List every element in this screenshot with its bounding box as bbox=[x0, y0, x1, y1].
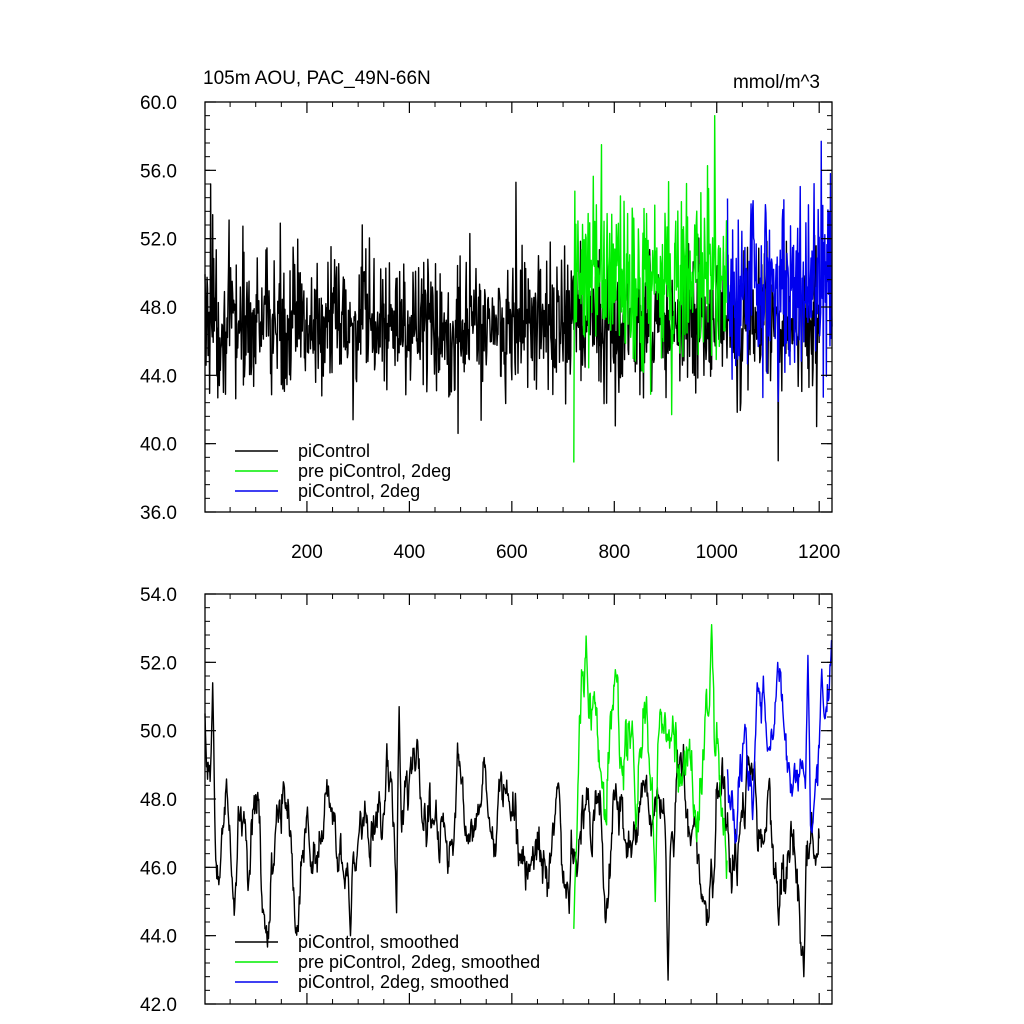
top-x-tick-label: 1000 bbox=[696, 542, 738, 563]
top-y-tick-label: 52.0 bbox=[140, 230, 177, 251]
bottom-series-line-2 bbox=[726, 639, 833, 844]
top-axes: 200 400 600 800 1000 1200 36.0 40.0 44.0 48.0 52.0… bbox=[140, 93, 840, 563]
bottom-y-tick-label: 52.0 bbox=[140, 653, 177, 674]
top-x-tick-label: 600 bbox=[496, 542, 528, 563]
bottom-chart: 42.0 44.0 46.0 48.0 50.0 52.0 54.0 piControl, … bbox=[140, 585, 833, 1016]
top-chart-units: mmol/m^3 bbox=[733, 72, 820, 93]
top-legend: piControl pre piControl, 2deg piControl,… bbox=[235, 441, 451, 501]
bottom-y-tick-label: 44.0 bbox=[140, 927, 177, 948]
top-x-tick-label: 1200 bbox=[798, 542, 840, 563]
top-x-tick-label: 400 bbox=[394, 542, 426, 563]
bottom-series-line-0 bbox=[204, 682, 820, 981]
top-chart-title: 105m AOU, PAC_49N-66N bbox=[203, 68, 431, 89]
bottom-y-tick-label: 50.0 bbox=[140, 722, 177, 743]
bottom-y-tick-label: 46.0 bbox=[140, 858, 177, 879]
top-series-group bbox=[204, 114, 833, 463]
top-x-tick-label: 200 bbox=[291, 542, 323, 563]
bottom-y-tick-label: 48.0 bbox=[140, 790, 177, 811]
top-legend-label-2: piControl, 2deg bbox=[298, 481, 420, 501]
bottom-series-line-1 bbox=[573, 624, 728, 929]
top-y-tick-label: 56.0 bbox=[140, 161, 177, 182]
bottom-y-tick-label: 42.0 bbox=[140, 995, 177, 1016]
top-y-tick-label: 44.0 bbox=[140, 366, 177, 387]
top-series-line-2 bbox=[726, 140, 833, 403]
top-legend-label-0: piControl bbox=[298, 441, 370, 461]
bottom-legend-label-2: piControl, 2deg, smoothed bbox=[298, 972, 509, 992]
bottom-legend-label-1: pre piControl, 2deg, smoothed bbox=[298, 952, 540, 972]
bottom-legend-label-0: piControl, smoothed bbox=[298, 932, 459, 952]
bottom-legend: piControl, smoothed pre piControl, 2deg,… bbox=[235, 932, 540, 992]
top-legend-label-1: pre piControl, 2deg bbox=[298, 461, 451, 481]
top-y-tick-label: 40.0 bbox=[140, 435, 177, 456]
top-y-tick-label: 60.0 bbox=[140, 93, 177, 114]
top-series-line-0 bbox=[204, 181, 820, 462]
top-x-tick-label: 800 bbox=[598, 542, 630, 563]
bottom-axes: 42.0 44.0 46.0 48.0 50.0 52.0 54.0 bbox=[140, 585, 832, 1016]
top-y-tick-label: 36.0 bbox=[140, 503, 177, 524]
bottom-plot-frame bbox=[204, 593, 833, 1005]
top-y-tick-label: 48.0 bbox=[140, 298, 177, 319]
top-plot-frame bbox=[204, 101, 833, 513]
top-series-line-1 bbox=[573, 114, 728, 463]
bottom-y-tick-label: 54.0 bbox=[140, 585, 177, 606]
bottom-series-group bbox=[204, 624, 833, 981]
top-chart: 105m AOU, PAC_49N-66N mmol/m^3 200 400 600… bbox=[140, 68, 840, 563]
